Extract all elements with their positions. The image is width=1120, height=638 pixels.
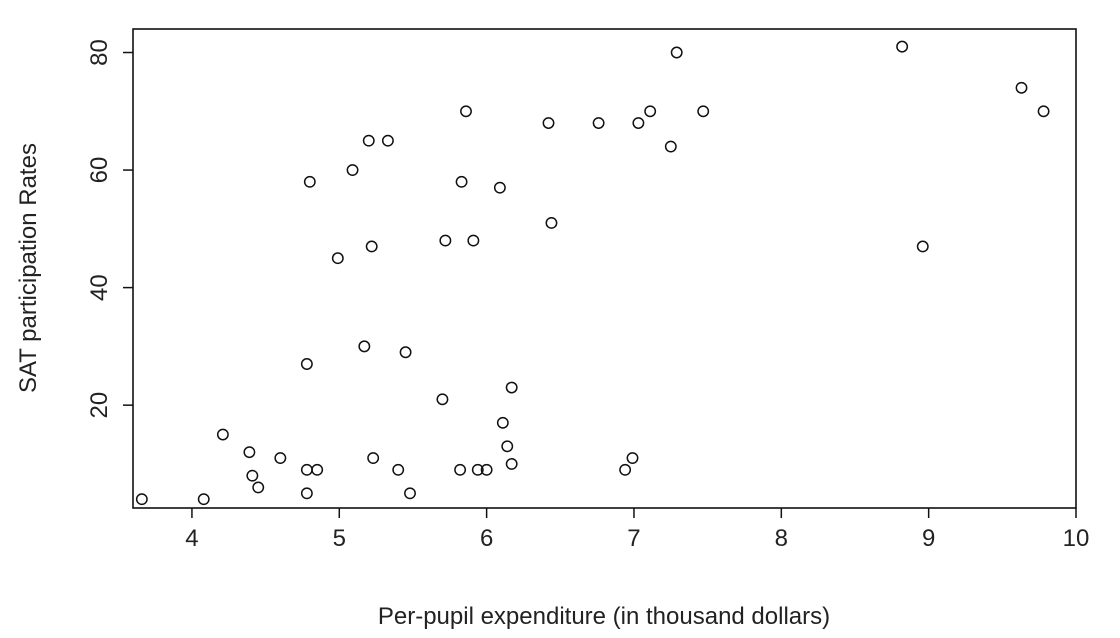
- data-point: [455, 175, 468, 188]
- data-point: [632, 117, 645, 129]
- data-point: [381, 134, 394, 147]
- data-point: [358, 340, 371, 353]
- data-point: [619, 463, 632, 476]
- y-tick-label: 20: [86, 392, 113, 419]
- x-tick-label: 10: [1063, 525, 1090, 552]
- data-point: [367, 452, 380, 464]
- data-point: [471, 463, 484, 476]
- data-point: [392, 463, 405, 476]
- x-tick-label: 6: [480, 525, 493, 552]
- data-point: [399, 346, 412, 359]
- data-point: [505, 381, 518, 394]
- data-point: [496, 416, 509, 429]
- data-points: [135, 40, 1050, 506]
- data-point: [436, 393, 449, 406]
- data-point: [300, 358, 313, 370]
- data-point: [697, 105, 710, 118]
- y-axis: 20 40 60 80: [86, 39, 133, 418]
- x-tick-label: 8: [775, 525, 788, 552]
- data-point: [274, 452, 287, 464]
- data-point: [493, 181, 506, 194]
- data-point: [460, 105, 472, 118]
- plot-frame: [132, 28, 1077, 509]
- data-point: [454, 463, 467, 476]
- x-tick-label: 7: [627, 525, 640, 552]
- data-point: [592, 117, 605, 129]
- data-point: [664, 140, 677, 153]
- x-axis: 4 5 6 7 8 9 10: [185, 508, 1089, 552]
- y-tick-label: 80: [86, 39, 113, 66]
- data-point: [644, 105, 657, 118]
- x-tick-label: 5: [333, 525, 346, 552]
- data-point: [467, 234, 480, 247]
- data-point: [404, 487, 416, 500]
- data-point: [311, 463, 324, 476]
- data-point: [135, 493, 148, 506]
- y-axis-label: SAT participation Rates: [15, 143, 42, 393]
- data-point: [626, 452, 639, 464]
- data-point: [300, 487, 313, 500]
- data-point: [480, 463, 493, 476]
- data-point: [346, 164, 359, 177]
- data-point: [216, 428, 229, 441]
- data-point: [252, 481, 265, 494]
- data-point: [501, 440, 514, 453]
- data-point: [896, 40, 909, 53]
- data-point: [243, 446, 256, 459]
- x-tick-label: 9: [922, 525, 935, 552]
- data-point: [505, 457, 518, 470]
- data-point: [1015, 81, 1028, 94]
- data-point: [300, 463, 313, 476]
- data-point: [1037, 105, 1050, 118]
- x-tick-label: 4: [185, 525, 198, 552]
- data-point: [439, 234, 452, 247]
- x-axis-label: Per-pupil expenditure (in thousand dolla…: [378, 603, 830, 630]
- data-point: [331, 252, 344, 265]
- data-point: [670, 46, 683, 59]
- data-point: [197, 493, 210, 506]
- data-point: [303, 175, 316, 188]
- data-point: [916, 240, 929, 253]
- y-tick-label: 40: [86, 274, 113, 301]
- data-point: [545, 217, 558, 229]
- data-point: [246, 469, 259, 482]
- data-point: [365, 240, 378, 253]
- y-tick-label: 60: [86, 157, 113, 184]
- data-point: [362, 134, 375, 147]
- data-point: [542, 117, 555, 129]
